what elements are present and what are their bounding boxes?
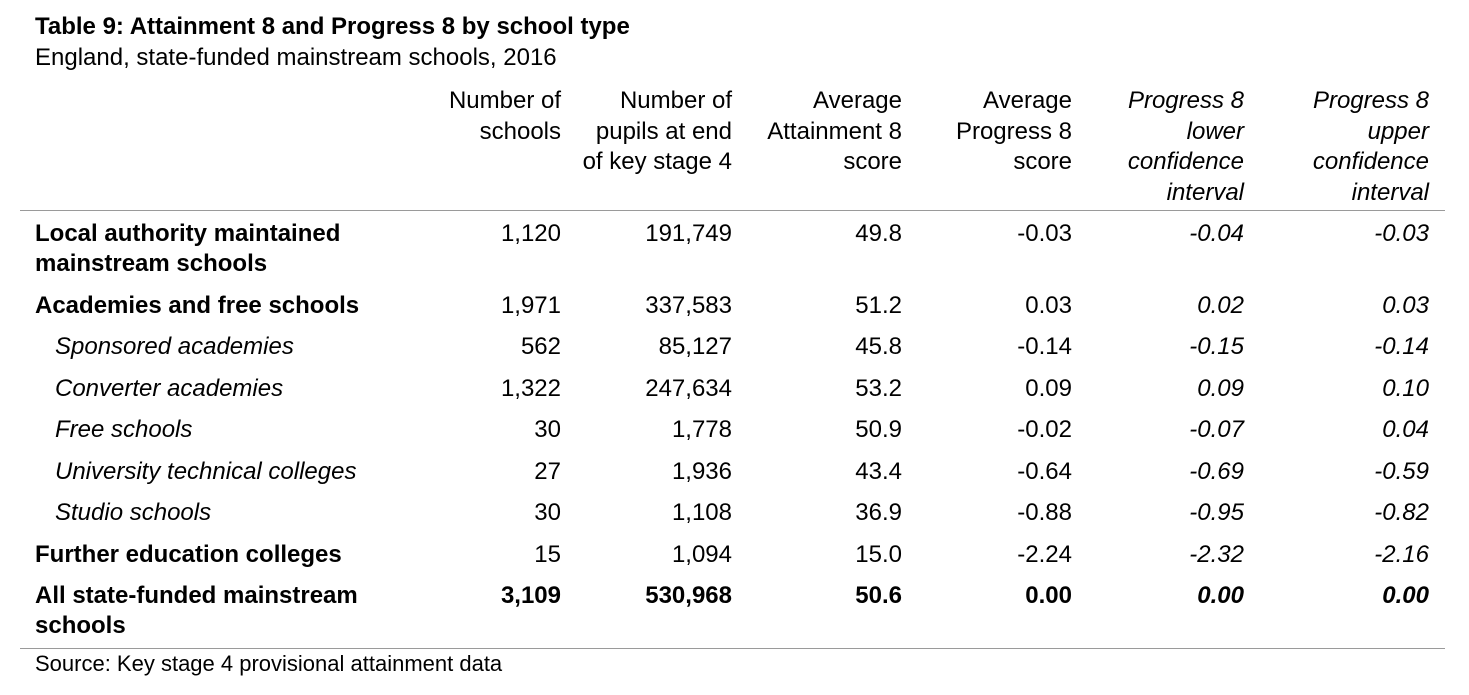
cell-number-of-schools: 1,971 bbox=[500, 291, 561, 319]
cell-progress-8: -0.14 bbox=[1017, 333, 1072, 360]
cell-progress-8: -0.64 bbox=[1017, 457, 1072, 485]
row-label: Studio schools bbox=[55, 499, 212, 526]
column-header-number-of-pupils: Number of pupils at end of key stage 4 bbox=[577, 86, 748, 211]
row-label: Further education colleges bbox=[35, 540, 342, 568]
column-header-progress-8: Average Progress 8 score bbox=[918, 86, 1088, 211]
cell-lower-ci: -0.15 bbox=[1189, 333, 1244, 360]
table-row: Studio schools 30 1,108 36.9 -0.88 -0.95… bbox=[20, 498, 1445, 540]
row-label: Local authority maintained mainstream sc… bbox=[35, 220, 341, 277]
table-row: Free schools 30 1,778 50.9 -0.02 -0.07 0… bbox=[20, 415, 1445, 457]
column-header-label: Number of pupils at end of key stage 4 bbox=[582, 87, 732, 175]
column-header-label: Number of schools bbox=[448, 87, 561, 145]
column-header-label: Average Progress 8 score bbox=[955, 87, 1072, 175]
column-header-upper-ci: Progress 8 upper confidence interval bbox=[1260, 86, 1445, 211]
cell-lower-ci: -2.32 bbox=[1189, 540, 1244, 568]
table-row: Further education colleges 15 1,094 15.0… bbox=[20, 540, 1445, 582]
column-header-label: Average Attainment 8 score bbox=[767, 87, 902, 175]
column-header-lower-ci: Progress 8 lower confidence interval bbox=[1088, 86, 1260, 211]
cell-number-of-pupils: 1,094 bbox=[671, 540, 732, 568]
header-row: Number of schools Number of pupils at en… bbox=[20, 86, 1445, 211]
cell-number-of-pupils: 85,127 bbox=[658, 333, 732, 360]
source-note: Source: Key stage 4 provisional attainme… bbox=[35, 651, 503, 676]
cell-upper-ci: -0.14 bbox=[1374, 333, 1429, 360]
cell-lower-ci: 0.09 bbox=[1197, 374, 1244, 402]
cell-number-of-schools: 15 bbox=[534, 540, 561, 568]
cell-number-of-schools: 1,322 bbox=[500, 374, 561, 402]
cell-attainment-8: 36.9 bbox=[855, 499, 902, 526]
column-header-number-of-schools: Number of schools bbox=[425, 86, 577, 211]
table-row: University technical colleges 27 1,936 4… bbox=[20, 457, 1445, 499]
cell-lower-ci: 0.00 bbox=[1197, 582, 1244, 609]
cell-lower-ci: -0.07 bbox=[1189, 416, 1244, 443]
cell-progress-8: 0.09 bbox=[1025, 374, 1072, 402]
cell-progress-8: -0.03 bbox=[1017, 220, 1072, 247]
table-subtitle: England, state-funded mainstream schools… bbox=[35, 44, 557, 71]
cell-upper-ci: 0.10 bbox=[1382, 374, 1429, 402]
cell-attainment-8: 15.0 bbox=[855, 540, 902, 568]
cell-attainment-8: 51.2 bbox=[855, 291, 902, 319]
row-label: University technical colleges bbox=[55, 457, 357, 485]
row-label: All state-funded mainstream schools bbox=[35, 582, 358, 639]
table-row: Sponsored academies 562 85,127 45.8 -0.1… bbox=[20, 332, 1445, 374]
cell-lower-ci: -0.04 bbox=[1189, 220, 1244, 247]
row-label: Free schools bbox=[55, 416, 193, 443]
table-row: Academies and free schools 1,971 337,583… bbox=[20, 291, 1445, 333]
column-header-attainment-8: Average Attainment 8 score bbox=[748, 86, 918, 211]
cell-number-of-pupils: 1,778 bbox=[671, 416, 732, 443]
cell-number-of-schools: 3,109 bbox=[500, 582, 561, 609]
cell-progress-8: 0.03 bbox=[1025, 291, 1072, 319]
total-row: All state-funded mainstream schools 3,10… bbox=[20, 581, 1445, 644]
row-label: Academies and free schools bbox=[35, 291, 360, 319]
cell-number-of-schools: 1,120 bbox=[500, 220, 561, 247]
bottom-divider bbox=[20, 648, 1445, 649]
cell-progress-8: 0.00 bbox=[1025, 582, 1072, 609]
cell-number-of-schools: 30 bbox=[534, 499, 561, 526]
cell-attainment-8: 49.8 bbox=[855, 220, 902, 247]
cell-upper-ci: -0.82 bbox=[1374, 499, 1429, 526]
cell-number-of-schools: 562 bbox=[520, 333, 561, 360]
cell-number-of-pupils: 1,936 bbox=[671, 457, 732, 485]
cell-number-of-pupils: 247,634 bbox=[645, 374, 732, 402]
table-title: Table 9: Attainment 8 and Progress 8 by … bbox=[35, 13, 630, 40]
cell-number-of-pupils: 1,108 bbox=[671, 499, 732, 526]
cell-attainment-8: 50.6 bbox=[855, 582, 902, 609]
cell-attainment-8: 45.8 bbox=[855, 333, 902, 360]
cell-number-of-pupils: 191,749 bbox=[645, 220, 732, 247]
cell-progress-8: -2.24 bbox=[1017, 540, 1072, 568]
cell-attainment-8: 53.2 bbox=[855, 374, 902, 402]
table-row: Local authority maintained mainstream sc… bbox=[20, 211, 1445, 291]
cell-upper-ci: 0.00 bbox=[1382, 582, 1429, 609]
cell-attainment-8: 50.9 bbox=[855, 416, 902, 443]
row-label: Converter academies bbox=[55, 374, 284, 402]
cell-upper-ci: -0.59 bbox=[1374, 457, 1429, 485]
cell-lower-ci: -0.95 bbox=[1189, 499, 1244, 526]
row-label: Sponsored academies bbox=[55, 333, 294, 360]
cell-lower-ci: 0.02 bbox=[1197, 291, 1244, 319]
cell-number-of-schools: 27 bbox=[534, 457, 561, 485]
cell-number-of-pupils: 530,968 bbox=[645, 582, 732, 609]
cell-upper-ci: 0.03 bbox=[1382, 291, 1429, 319]
cell-attainment-8: 43.4 bbox=[855, 457, 902, 485]
cell-upper-ci: 0.04 bbox=[1382, 416, 1429, 443]
column-header-school-type bbox=[20, 86, 425, 211]
cell-upper-ci: -0.03 bbox=[1374, 220, 1429, 247]
column-header-label: Progress 8 lower confidence interval bbox=[1127, 87, 1244, 206]
cell-progress-8: -0.88 bbox=[1017, 499, 1072, 526]
attainment-table: Number of schools Number of pupils at en… bbox=[20, 86, 1445, 644]
cell-progress-8: -0.02 bbox=[1017, 416, 1072, 443]
column-header-label: Progress 8 upper confidence interval bbox=[1312, 87, 1429, 206]
table-row: Converter academies 1,322 247,634 53.2 0… bbox=[20, 374, 1445, 416]
cell-upper-ci: -2.16 bbox=[1374, 540, 1429, 568]
cell-lower-ci: -0.69 bbox=[1189, 457, 1244, 485]
cell-number-of-pupils: 337,583 bbox=[645, 291, 732, 319]
cell-number-of-schools: 30 bbox=[534, 416, 561, 443]
